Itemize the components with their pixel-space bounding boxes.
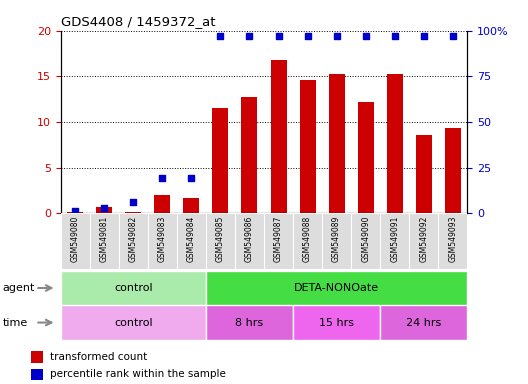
Point [100,205,109,211]
Bar [264,213,293,269]
Bar [154,195,171,213]
Bar [206,271,467,305]
Text: GSM549087: GSM549087 [274,216,283,262]
Bar [438,213,467,269]
Point [216,33,225,39]
Bar [299,80,316,213]
Bar [386,74,403,213]
Bar [31,351,43,363]
Point [187,175,196,182]
Text: GDS4408 / 1459372_at: GDS4408 / 1459372_at [61,15,215,28]
Point [420,33,428,39]
Bar [270,60,287,213]
Point [333,33,341,39]
Bar [119,213,148,269]
Bar [31,369,43,380]
Point [275,33,283,39]
Bar [96,207,112,213]
Text: transformed count: transformed count [50,352,147,362]
Text: GSM549089: GSM549089 [332,216,341,262]
Bar [61,305,206,340]
Point [245,33,254,39]
Bar [416,135,432,213]
Point [391,33,399,39]
Point [361,33,370,39]
Text: GSM549083: GSM549083 [158,216,167,262]
Text: GSM549088: GSM549088 [303,216,312,262]
Text: control: control [114,318,153,328]
Text: DETA-NONOate: DETA-NONOate [294,283,379,293]
Text: GSM549092: GSM549092 [419,216,428,262]
Bar [177,213,206,269]
Bar [206,305,293,340]
Bar [61,213,90,269]
Bar [148,213,177,269]
Point [449,33,457,39]
Text: GSM549084: GSM549084 [187,216,196,262]
Text: GSM549093: GSM549093 [448,216,457,262]
Bar [235,213,264,269]
Text: GSM549081: GSM549081 [100,216,109,262]
Bar [293,305,380,340]
Text: time: time [3,318,28,328]
Text: 8 hrs: 8 hrs [235,318,263,328]
Text: percentile rank within the sample: percentile rank within the sample [50,369,226,379]
Bar [409,213,438,269]
Text: GSM549082: GSM549082 [129,216,138,262]
Point [129,199,137,205]
Text: GSM549080: GSM549080 [71,216,80,262]
Bar [206,213,235,269]
Text: agent: agent [3,283,35,293]
Text: GSM549091: GSM549091 [390,216,399,262]
Point [303,33,312,39]
Bar [212,108,229,213]
Text: control: control [114,283,153,293]
Bar [90,213,119,269]
Bar [322,213,351,269]
Bar [241,97,258,213]
Bar [380,213,409,269]
Text: 24 hrs: 24 hrs [406,318,441,328]
Text: GSM549085: GSM549085 [216,216,225,262]
Text: GSM549086: GSM549086 [245,216,254,262]
Text: 15 hrs: 15 hrs [319,318,354,328]
Bar [67,212,83,213]
Text: GSM549090: GSM549090 [361,216,370,262]
Bar [293,213,322,269]
Bar [380,305,467,340]
Bar [351,213,380,269]
Point [71,208,80,214]
Bar [61,271,206,305]
Bar [125,212,142,213]
Point [158,175,167,182]
Bar [445,128,461,213]
Bar [328,74,345,213]
Bar [183,198,200,213]
Bar [357,102,374,213]
